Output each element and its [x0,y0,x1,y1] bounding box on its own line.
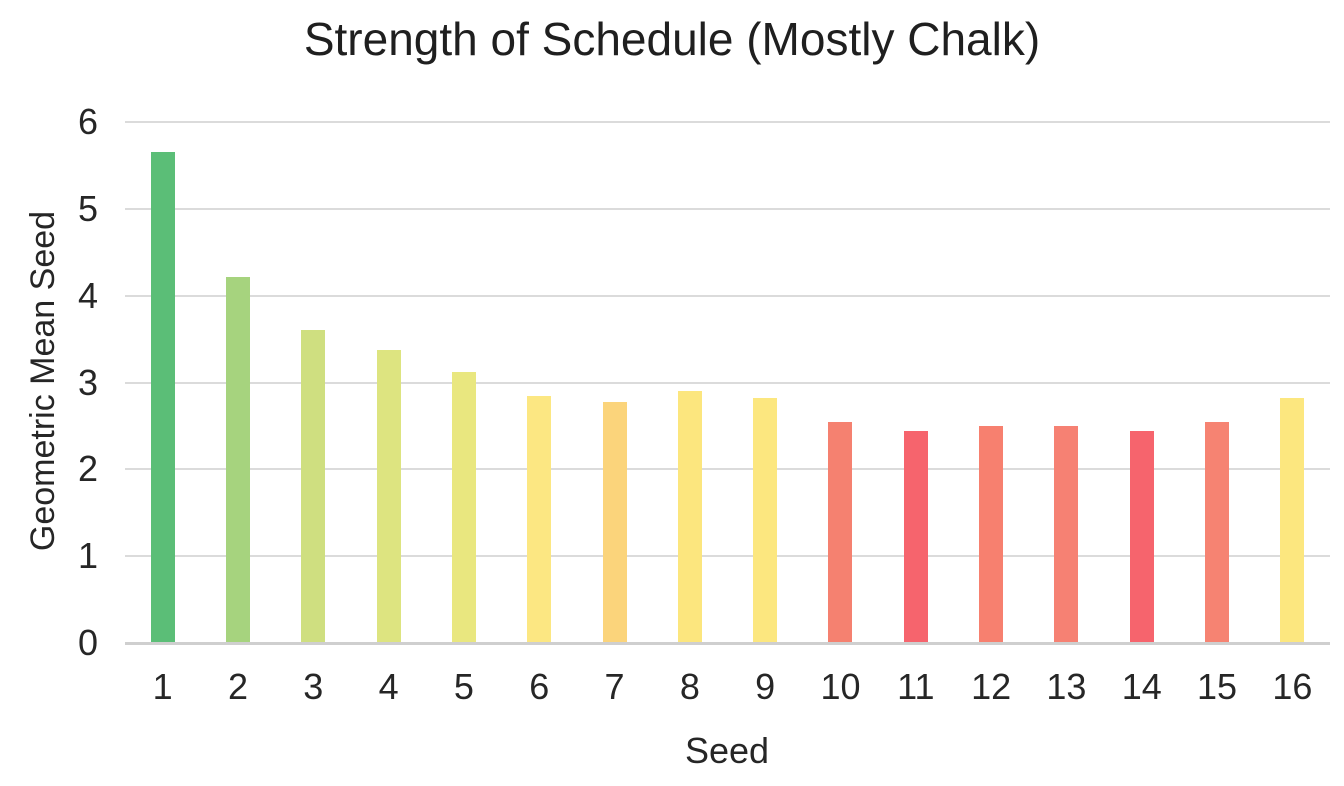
bar-seed-4 [376,349,401,643]
bar-seed-7 [602,401,627,643]
gridline-y-3 [125,381,1330,384]
bar-seed-15 [1205,421,1230,643]
bar-seed-2 [225,276,250,643]
bar-seed-12 [979,425,1004,643]
x-tick-label-1: 1 [152,666,173,707]
bar-seed-1 [150,152,175,643]
bar-seed-8 [677,391,702,643]
x-tick-label-15: 15 [1197,666,1238,707]
x-tick-label-13: 13 [1046,666,1087,707]
x-tick-label-5: 5 [453,666,474,707]
bar-seed-3 [301,330,326,643]
y-tick-label-6: 6 [77,101,98,142]
x-tick-label-12: 12 [971,666,1012,707]
x-tick-label-7: 7 [604,666,625,707]
x-tick-label-16: 16 [1272,666,1313,707]
x-tick-label-3: 3 [303,666,324,707]
x-axis-title: Seed [684,730,770,771]
gridline-y-5 [125,207,1330,210]
bar-seed-13 [1054,425,1079,643]
y-tick-label-4: 4 [77,274,98,316]
x-tick-label-8: 8 [679,666,700,707]
gridline-y-2 [125,468,1330,471]
gridline-y-4 [125,294,1330,297]
y-tick-label-2: 2 [77,448,98,490]
bar-seed-11 [903,431,928,643]
gridline-y-1 [125,555,1330,558]
bar-seed-9 [753,398,778,643]
x-tick-label-11: 11 [897,666,935,707]
y-tick-label-1: 1 [77,535,98,577]
x-axis-line [125,642,1330,645]
y-tick-label-3: 3 [77,361,98,403]
y-tick-label-5: 5 [77,187,98,229]
bar-seed-16 [1280,398,1305,643]
bar-seed-6 [527,396,552,643]
plot-area [125,121,1330,643]
gridline-y-6 [125,121,1330,123]
chart-title: Strength of Schedule (Mostly Chalk) [303,13,1041,65]
y-tick-label-0: 0 [77,622,98,663]
x-tick-label-4: 4 [378,666,399,707]
bar-seed-14 [1129,431,1154,643]
bar-seed-10 [828,421,853,643]
x-tick-label-14: 14 [1121,666,1162,707]
x-tick-label-2: 2 [227,666,248,707]
bar-seed-5 [451,372,476,643]
x-tick-label-6: 6 [529,666,550,707]
x-tick-label-9: 9 [755,666,776,707]
x-tick-label-10: 10 [820,666,861,707]
